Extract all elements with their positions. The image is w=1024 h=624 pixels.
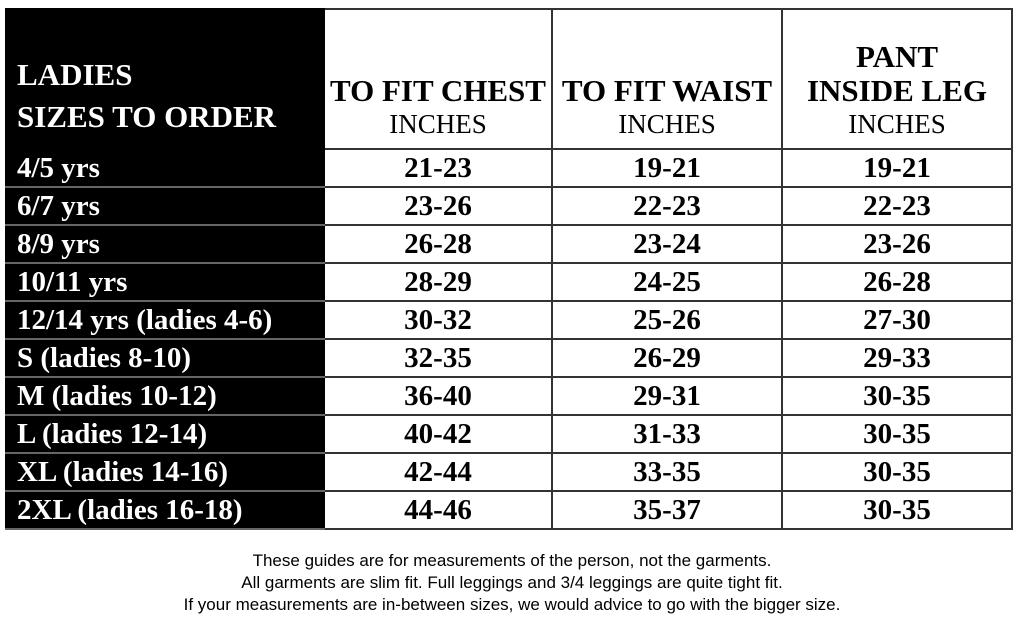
cell-size: XL (ladies 14-16) (5, 452, 325, 492)
table-row: S (ladies 8-10) 32-35 26-29 29-33 (5, 338, 1013, 378)
cell-waist: 33-35 (551, 452, 783, 492)
cell-chest: 32-35 (323, 338, 553, 378)
cell-inside-leg: 29-33 (781, 338, 1013, 378)
cell-inside-leg: 23-26 (781, 224, 1013, 264)
table-row: M (ladies 10-12) 36-40 29-31 30-35 (5, 376, 1013, 416)
header-chest-title: TO FIT CHEST (330, 73, 546, 108)
cell-waist: 31-33 (551, 414, 783, 454)
cell-chest: 40-42 (323, 414, 553, 454)
cell-inside-leg: 30-35 (781, 452, 1013, 492)
cell-size: L (ladies 12-14) (5, 414, 325, 454)
header-size-line1: LADIES (17, 57, 133, 92)
footer-line: These guides are for measurements of the… (252, 551, 772, 570)
cell-inside-leg: 30-35 (781, 376, 1013, 416)
cell-chest: 30-32 (323, 300, 553, 340)
cell-inside-leg: 22-23 (781, 186, 1013, 226)
cell-size: 10/11 yrs (5, 262, 325, 302)
size-chart-table: LADIES SIZES TO ORDER TO FIT CHEST INCHES … (5, 8, 1013, 530)
cell-size: 8/9 yrs (5, 224, 325, 264)
cell-waist: 22-23 (551, 186, 783, 226)
cell-waist: 23-24 (551, 224, 783, 264)
footer-notes: These guides are for measurements of the… (0, 550, 1024, 616)
cell-inside-leg: 30-35 (781, 414, 1013, 454)
cell-inside-leg: 27-30 (781, 300, 1013, 340)
header-leg-title1: PANT (855, 39, 939, 74)
header-size: LADIES SIZES TO ORDER (5, 8, 325, 150)
table-row: 8/9 yrs 26-28 23-24 23-26 (5, 224, 1013, 264)
table-row: 6/7 yrs 23-26 22-23 22-23 (5, 186, 1013, 226)
cell-size: 12/14 yrs (ladies 4-6) (5, 300, 325, 340)
cell-size: S (ladies 8-10) (5, 338, 325, 378)
cell-chest: 44-46 (323, 490, 553, 530)
cell-chest: 21-23 (323, 148, 553, 188)
cell-size: 2XL (ladies 16-18) (5, 490, 325, 530)
cell-chest: 26-28 (323, 224, 553, 264)
footer-line: If your measurements are in-between size… (183, 595, 841, 614)
header-leg-unit: INCHES (848, 109, 946, 139)
header-leg-title2: INSIDE LEG (806, 73, 988, 108)
cell-size: 4/5 yrs (5, 148, 325, 188)
cell-chest: 28-29 (323, 262, 553, 302)
header-waist: TO FIT WAIST INCHES (551, 8, 783, 150)
header-waist-title: TO FIT WAIST (561, 73, 773, 108)
cell-waist: 29-31 (551, 376, 783, 416)
cell-waist: 19-21 (551, 148, 783, 188)
cell-inside-leg: 30-35 (781, 490, 1013, 530)
cell-inside-leg: 26-28 (781, 262, 1013, 302)
header-leg: PANT INSIDE LEG INCHES (781, 8, 1013, 150)
footer-line: All garments are slim fit. Full leggings… (241, 573, 783, 592)
header-row: LADIES SIZES TO ORDER TO FIT CHEST INCHES … (5, 8, 1013, 150)
cell-inside-leg: 19-21 (781, 148, 1013, 188)
table-row: L (ladies 12-14) 40-42 31-33 30-35 (5, 414, 1013, 454)
header-waist-unit: INCHES (618, 109, 716, 139)
cell-waist: 25-26 (551, 300, 783, 340)
header-size-line2: SIZES TO ORDER (17, 99, 277, 134)
cell-waist: 35-37 (551, 490, 783, 530)
header-chest-unit: INCHES (389, 109, 487, 139)
cell-waist: 26-29 (551, 338, 783, 378)
table-row: 4/5 yrs 21-23 19-21 19-21 (5, 148, 1013, 188)
cell-chest: 36-40 (323, 376, 553, 416)
header-chest: TO FIT CHEST INCHES (323, 8, 553, 150)
table-row: 12/14 yrs (ladies 4-6) 30-32 25-26 27-30 (5, 300, 1013, 340)
cell-chest: 42-44 (323, 452, 553, 492)
table-row: 10/11 yrs 28-29 24-25 26-28 (5, 262, 1013, 302)
table-row: XL (ladies 14-16) 42-44 33-35 30-35 (5, 452, 1013, 492)
table-row: 2XL (ladies 16-18) 44-46 35-37 30-35 (5, 490, 1013, 530)
cell-size: M (ladies 10-12) (5, 376, 325, 416)
cell-chest: 23-26 (323, 186, 553, 226)
cell-waist: 24-25 (551, 262, 783, 302)
cell-size: 6/7 yrs (5, 186, 325, 226)
